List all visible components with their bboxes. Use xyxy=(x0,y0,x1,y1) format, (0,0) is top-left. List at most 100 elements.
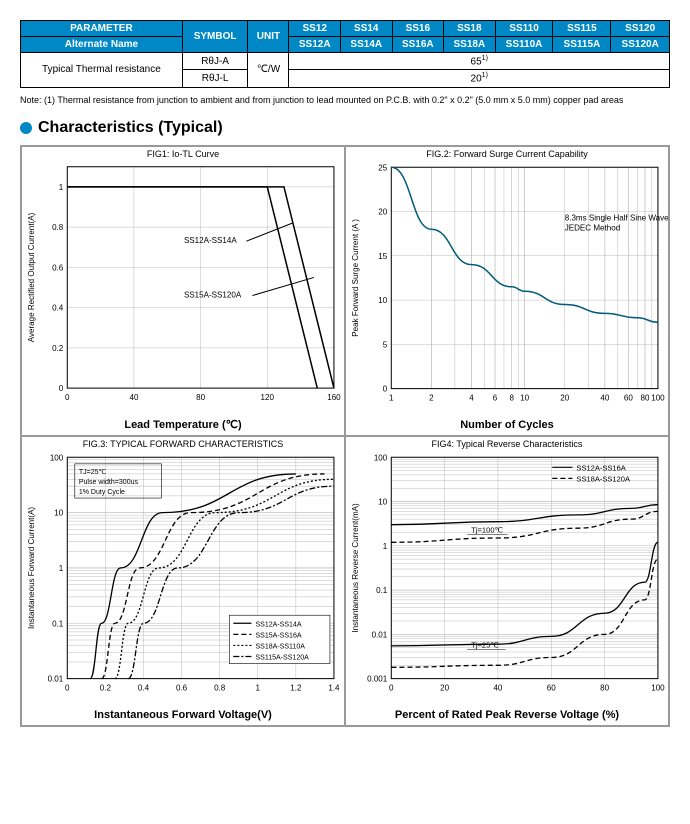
svg-text:10: 10 xyxy=(378,296,387,305)
svg-text:15: 15 xyxy=(378,252,387,261)
fig1-xlabel: Lead Temperature (℃) xyxy=(22,414,344,435)
svg-text:8.3ms Single Half Sine Wave: 8.3ms Single Half Sine Wave xyxy=(565,214,668,223)
fig2: FIG.2: Forward Surge Current Capability … xyxy=(345,146,669,436)
svg-text:20: 20 xyxy=(378,208,387,217)
val2: 201) xyxy=(289,70,670,87)
svg-text:1: 1 xyxy=(389,394,394,403)
sym1: RθJ-A xyxy=(182,53,248,70)
svg-text:80: 80 xyxy=(196,393,205,402)
svg-text:0: 0 xyxy=(65,393,70,402)
fig2-title: FIG.2: Forward Surge Current Capability xyxy=(346,147,668,161)
svg-text:10: 10 xyxy=(520,394,529,403)
svg-text:SS12A-SS14A: SS12A-SS14A xyxy=(184,236,237,245)
fig1: FIG1: Io-TL Curve 0408012016000.20.40.60… xyxy=(21,146,345,436)
fig1-title: FIG1: Io-TL Curve xyxy=(22,147,344,161)
svg-text:40: 40 xyxy=(493,684,502,693)
svg-text:0.4: 0.4 xyxy=(138,684,150,693)
hdr-ss110a: SS110A xyxy=(495,37,553,53)
svg-text:Tj=100℃: Tj=100℃ xyxy=(471,526,503,535)
unit: ℃/W xyxy=(248,53,289,88)
svg-text:25: 25 xyxy=(378,163,387,172)
svg-text:0.01: 0.01 xyxy=(48,675,64,684)
svg-text:6: 6 xyxy=(493,394,498,403)
table-note: Note: (1) Thermal resistance from juncti… xyxy=(20,94,670,108)
svg-text:1.2: 1.2 xyxy=(290,684,302,693)
svg-text:100: 100 xyxy=(651,394,665,403)
bullet-icon xyxy=(20,122,32,134)
fig3-title: FIG.3: TYPICAL FORWARD CHARACTERISTICS xyxy=(22,437,344,451)
hdr-ss14: SS14 xyxy=(341,21,393,37)
val1: 651) xyxy=(289,53,670,70)
svg-text:Average Rectified Output Curre: Average Rectified Output Current(A) xyxy=(27,212,36,342)
svg-text:0.1: 0.1 xyxy=(376,586,388,595)
svg-text:5: 5 xyxy=(383,341,388,350)
hdr-altname: Alternate Name xyxy=(21,37,183,53)
svg-text:100: 100 xyxy=(374,453,388,462)
svg-text:60: 60 xyxy=(547,684,556,693)
svg-text:1.4: 1.4 xyxy=(328,684,340,693)
svg-text:10: 10 xyxy=(378,498,387,507)
hdr-ss115: SS115 xyxy=(553,21,611,37)
svg-text:Pulse width=300us: Pulse width=300us xyxy=(79,479,139,486)
svg-text:100: 100 xyxy=(651,684,665,693)
hdr-ss18a: SS18A xyxy=(444,37,496,53)
thermal-table: PARAMETER SYMBOL UNIT SS12 SS14 SS16 SS1… xyxy=(20,20,670,88)
svg-text:1: 1 xyxy=(59,183,64,192)
svg-text:0: 0 xyxy=(383,385,388,394)
hdr-ss12a: SS12A xyxy=(289,37,341,53)
hdr-unit: UNIT xyxy=(248,21,289,53)
svg-text:SS115A-SS120A: SS115A-SS120A xyxy=(255,655,309,662)
svg-text:0: 0 xyxy=(389,684,394,693)
svg-text:0: 0 xyxy=(65,684,70,693)
sym2: RθJ-L xyxy=(182,70,248,87)
svg-text:SS12A-SS16A: SS12A-SS16A xyxy=(576,463,626,472)
hdr-ss120a: SS120A xyxy=(611,37,670,53)
svg-text:40: 40 xyxy=(600,394,609,403)
svg-text:80: 80 xyxy=(600,684,609,693)
svg-text:Instantaneous Forward Current(: Instantaneous Forward Current(A) xyxy=(27,507,36,629)
svg-text:160: 160 xyxy=(327,393,341,402)
hdr-ss120: SS120 xyxy=(611,21,670,37)
row-label: Typical Thermal resistance xyxy=(21,53,183,88)
svg-text:4: 4 xyxy=(469,394,474,403)
svg-text:2: 2 xyxy=(429,394,434,403)
svg-text:0.2: 0.2 xyxy=(100,684,112,693)
svg-text:SS18A-SS110A: SS18A-SS110A xyxy=(255,644,305,651)
svg-text:0: 0 xyxy=(59,384,64,393)
svg-text:Tj=25℃: Tj=25℃ xyxy=(471,641,499,650)
svg-text:60: 60 xyxy=(624,394,633,403)
svg-text:SS12A-SS14A: SS12A-SS14A xyxy=(255,621,301,628)
svg-text:TJ=25℃: TJ=25℃ xyxy=(79,469,107,476)
svg-text:SS15A-SS120A: SS15A-SS120A xyxy=(184,291,242,300)
svg-text:40: 40 xyxy=(129,393,138,402)
svg-text:1: 1 xyxy=(59,564,64,573)
hdr-ss14a: SS14A xyxy=(341,37,393,53)
hdr-ss115a: SS115A xyxy=(553,37,611,53)
svg-text:0.8: 0.8 xyxy=(214,684,226,693)
hdr-ss110: SS110 xyxy=(495,21,553,37)
hdr-ss18: SS18 xyxy=(444,21,496,37)
fig2-xlabel: Number of Cycles xyxy=(346,415,668,435)
svg-text:8: 8 xyxy=(509,394,514,403)
svg-text:1% Duty Cycle: 1% Duty Cycle xyxy=(79,489,125,496)
svg-text:0.6: 0.6 xyxy=(176,684,188,693)
svg-text:0.8: 0.8 xyxy=(52,223,64,232)
fig4: FIG4: Typical Reverse Characteristics 0 2… xyxy=(345,436,669,726)
fig4-title: FIG4: Typical Reverse Characteristics xyxy=(346,437,668,451)
hdr-parameter: PARAMETER xyxy=(21,21,183,37)
hdr-symbol: SYMBOL xyxy=(182,21,248,53)
svg-text:JEDEC Method: JEDEC Method xyxy=(565,224,620,233)
svg-text:0.1: 0.1 xyxy=(52,619,64,628)
fig4-xlabel: Percent of Rated Peak Reverse Voltage (%… xyxy=(346,705,668,725)
hdr-ss16a: SS16A xyxy=(392,37,444,53)
svg-text:0.001: 0.001 xyxy=(367,675,388,684)
svg-text:1: 1 xyxy=(256,684,261,693)
svg-text:0.01: 0.01 xyxy=(372,631,388,640)
svg-text:1: 1 xyxy=(383,542,388,551)
svg-text:10: 10 xyxy=(54,509,63,518)
svg-text:20: 20 xyxy=(440,684,449,693)
svg-text:0.2: 0.2 xyxy=(52,344,64,353)
svg-text:0.6: 0.6 xyxy=(52,264,64,273)
fig3: FIG.3: TYPICAL FORWARD CHARACTERISTICS 0… xyxy=(21,436,345,726)
svg-text:SS15A-SS16A: SS15A-SS16A xyxy=(255,633,301,640)
